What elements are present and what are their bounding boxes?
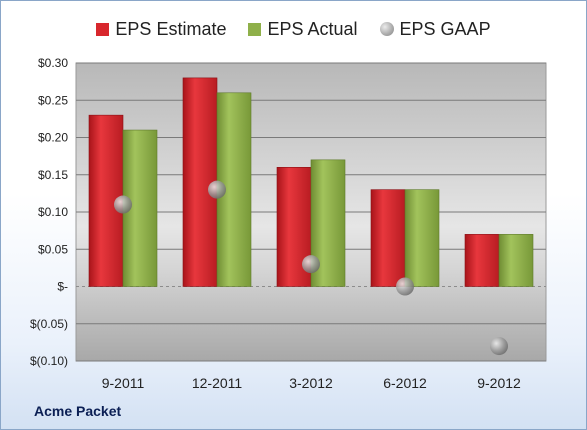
estimate-bar [464,234,500,287]
y-tick-label: $(0.10) [30,354,68,368]
y-tick-label: $0.25 [38,93,68,107]
y-tick-label: $(0.05) [30,317,68,331]
legend-item-gaap: EPS GAAP [379,18,491,40]
x-tick-label: 3-2012 [289,375,333,391]
legend-item-estimate: EPS Estimate [96,19,226,40]
legend-label-estimate: EPS Estimate [115,18,227,39]
actual-bar [310,159,346,287]
x-tick-label: 9-2011 [102,375,145,391]
legend-swatch-actual [248,22,262,36]
y-tick-label: $0.15 [38,168,68,182]
company-name: Acme Packet [34,403,122,419]
actual-bar [404,189,440,287]
gaap-marker [208,180,226,199]
x-tick-label: 6-2012 [383,375,427,391]
gaap-marker [396,277,414,296]
legend-label-actual: EPS Actual [267,18,358,39]
x-tick-label: 9-2012 [477,375,521,391]
estimate-bar [182,77,218,287]
legend-label-gaap: EPS GAAP [399,18,491,39]
gaap-marker [490,337,508,356]
chart-legend: EPS Estimate EPS Actual EPS GAAP [1,16,586,42]
legend-item-actual: EPS Actual [248,18,358,40]
y-tick-label: $- [57,280,68,294]
legend-swatch-estimate [96,22,110,36]
y-tick-label: $0.05 [38,242,68,256]
legend-marker-gaap [379,22,394,36]
y-tick-label: $0.30 [38,56,68,70]
gaap-marker [302,255,320,274]
y-tick-label: $0.10 [38,205,68,219]
estimate-bar [370,189,406,287]
y-tick-label: $0.20 [38,131,68,145]
gaap-marker [114,195,132,214]
x-tick-label: 12-2011 [192,375,243,391]
actual-bar [498,234,534,287]
